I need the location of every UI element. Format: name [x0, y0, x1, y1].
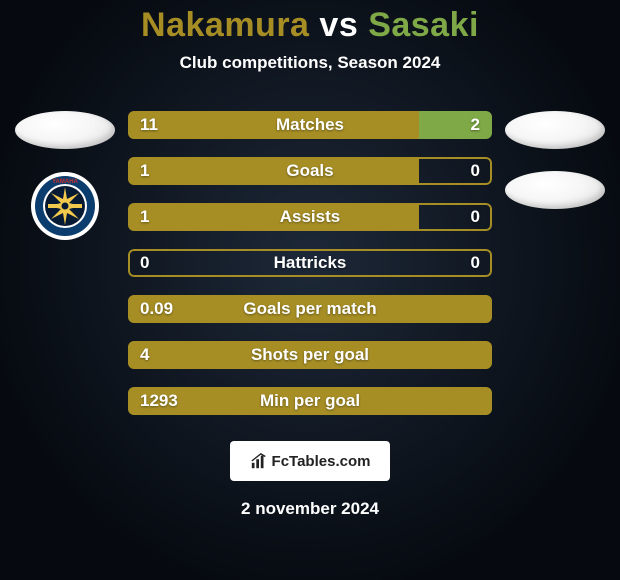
bar-label: Goals per match: [128, 295, 492, 323]
bar-label: Shots per goal: [128, 341, 492, 369]
title-vs: vs: [319, 6, 358, 44]
player2-club-avatar: [505, 171, 605, 209]
bar-label: Goals: [128, 157, 492, 185]
chart-icon: [250, 452, 268, 470]
stat-row: 10Goals: [128, 157, 492, 185]
stat-row: 1293Min per goal: [128, 387, 492, 415]
stat-row: 4Shots per goal: [128, 341, 492, 369]
subtitle: Club competitions, Season 2024: [0, 53, 620, 73]
bar-label: Matches: [128, 111, 492, 139]
watermark-text: FcTables.com: [272, 453, 371, 470]
club-badge-icon: YAMAHA: [30, 171, 100, 241]
bar-label: Hattricks: [128, 249, 492, 277]
badge-text-top: YAMAHA: [52, 179, 78, 185]
player1-avatar: [15, 111, 115, 149]
page-title: Nakamura vs Sasaki: [0, 6, 620, 45]
left-avatars: YAMAHA: [10, 111, 120, 241]
content-root: Nakamura vs Sasaki Club competitions, Se…: [0, 0, 620, 580]
stat-row: 00Hattricks: [128, 249, 492, 277]
main-row: YAMAHA 112Matches 10Goals 10Assists 00Hattr…: [0, 111, 620, 415]
date-text: 2 november 2024: [0, 499, 620, 519]
stat-row: 0.09Goals per match: [128, 295, 492, 323]
watermark[interactable]: FcTables.com: [230, 441, 390, 481]
stat-row: 10Assists: [128, 203, 492, 231]
bar-label: Assists: [128, 203, 492, 231]
stat-row: 112Matches: [128, 111, 492, 139]
right-avatars: [500, 111, 610, 209]
title-player2: Sasaki: [368, 6, 479, 44]
comparison-bars: 112Matches 10Goals 10Assists 00Hattricks 0.0…: [120, 111, 500, 415]
player2-avatar: [505, 111, 605, 149]
title-player1: Nakamura: [141, 6, 309, 44]
bar-label: Min per goal: [128, 387, 492, 415]
player1-club-badge: YAMAHA: [30, 171, 100, 241]
